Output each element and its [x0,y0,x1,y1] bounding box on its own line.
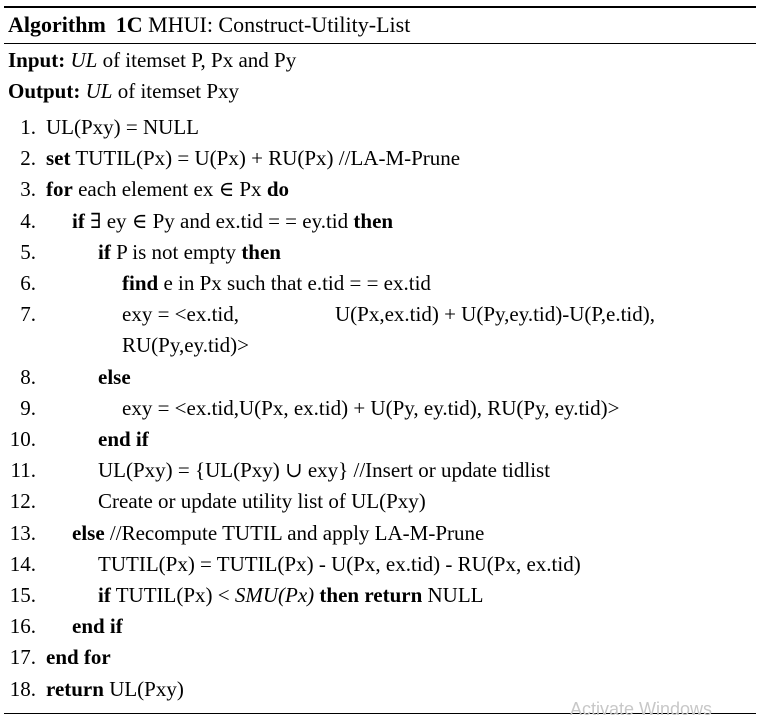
line-code: set TUTIL(Px) = U(Px) + RU(Px) //LA-M-Pr… [46,143,460,173]
line-code: end for [46,642,111,672]
line-number: 12. [9,489,36,514]
keyword: end if [98,427,149,451]
keyword: else [98,364,131,389]
code-text: UL(Pxy) = {UL(Pxy) ∪ exy} //Insert or up… [98,458,551,483]
line-code: else //Recompute TUTIL and apply LA-M-Pr… [72,518,484,548]
keyword: if [98,583,111,607]
keyword: for [46,177,73,202]
line-number: 18. [9,676,36,701]
output-label: Output: [8,79,81,103]
code-text: TUTIL(Px) = U(Px) + RU(Px) //LA-M-Prune [70,146,461,171]
output-line: Output: UL of itemset Pxy [8,76,239,106]
math-expression: SMU(Px) [234,583,315,607]
line-number: 2. [20,146,36,171]
bottom-rule [4,713,756,714]
code-text: Create or update utility list of UL(Pxy) [98,489,426,514]
code-text: //Recompute TUTIL and apply LA-M-Prune [104,520,485,545]
line-number: 15. [9,583,36,607]
output-text: of itemset Pxy [112,79,240,103]
line-code: UL(Pxy) = {UL(Pxy) ∪ exy} //Insert or up… [98,455,550,485]
line-number: 16. [9,614,36,639]
algorithm-title: Algorithm 1C MHUI: Construct-Utility-List [8,10,410,40]
code-text: UL(Pxy) = NULL [46,115,199,139]
line-code: find e in Px such that e.tid = = ex.tid [122,268,431,298]
code-text: RU(Py,ey.tid)> [122,333,249,358]
input-math: UL [70,48,98,72]
keyword: return [46,676,104,701]
keyword: set [46,146,71,171]
line-number: 9. [20,395,36,420]
keyword: if [98,239,111,264]
code-text: ∃ ey ∈ Py and ex.tid = = ey.tid [84,208,354,233]
keyword: find [122,271,159,295]
code-text: NULL [422,583,484,607]
line-code: end if [72,611,123,641]
code-text: UL(Pxy) [103,676,184,701]
title-rule [4,43,756,44]
keyword: end for [46,645,111,670]
keyword: then [241,239,281,264]
algorithm-label: Algorithm [8,12,106,37]
line-number: 4. [20,208,36,233]
line-code: Create or update utility list of UL(Pxy) [98,486,426,516]
windows-watermark: Activate Windows [570,699,713,719]
line-code: exy = <ex.tid,U(Px, ex.tid) + U(Py, ey.t… [122,393,619,423]
code-text: TUTIL(Px) < [110,583,235,607]
line-number: 11. [10,458,36,483]
line-number: 10. [9,427,36,451]
line-number: 7. [20,302,36,327]
line-code: end if [98,424,149,454]
input-text: of itemset P, Px and Py [97,48,297,72]
line-number: 8. [20,364,36,389]
keyword: then [353,208,394,233]
keyword: else [72,520,105,545]
line-code: if ∃ ey ∈ Py and ex.tid = = ey.tid then [72,206,393,236]
code-text: each element ex ∈ Px [72,177,267,202]
line-code: for each element ex ∈ Px do [46,174,289,204]
keyword: end if [72,614,123,639]
line-code: if TUTIL(Px) < SMU(Px) then return NULL [98,580,484,610]
keyword: do [266,177,289,202]
line-code: TUTIL(Px) = TUTIL(Px) - U(Px, ex.tid) - … [98,549,581,579]
code-text: exy = <ex.tid, [122,302,239,327]
line-code: exy = <ex.tid, U(Px,ex.tid) + U(Py,ey.tid… [122,299,655,329]
code-text: U(Px,ex.tid) + U(Py,ey.tid)-U(P,e.tid), [335,302,655,327]
line-code: UL(Pxy) = NULL [46,112,199,142]
line-code: else [98,362,131,392]
line-code: if P is not empty then [98,237,281,267]
line-number: 1. [20,115,36,139]
algorithm-name: MHUI: Construct-Utility-List [148,12,411,37]
top-rule [4,6,756,8]
line-code: RU(Py,ey.tid)> [122,330,249,360]
line-number: 3. [20,177,36,202]
code-text: e in Px such that e.tid = = ex.tid [158,271,431,295]
output-math: UL [85,79,113,103]
line-code: return UL(Pxy) [46,674,184,704]
input-line: Input: UL of itemset P, Px and Py [8,45,296,75]
line-number: 13. [9,520,36,545]
algorithm-number: 1C [115,12,143,37]
keyword: then return [319,583,423,607]
code-text: TUTIL(Px) = TUTIL(Px) - U(Px, ex.tid) - … [98,551,581,576]
code-text: P is not empty [110,239,242,264]
line-number: 6. [20,271,36,295]
keyword: if [72,208,85,233]
input-label: Input: [8,48,66,72]
line-number: 5. [20,239,36,264]
line-number: 17. [9,645,36,670]
code-text: exy = <ex.tid,U(Px, ex.tid) + U(Py, ey.t… [122,395,620,420]
line-number: 14. [9,551,36,576]
